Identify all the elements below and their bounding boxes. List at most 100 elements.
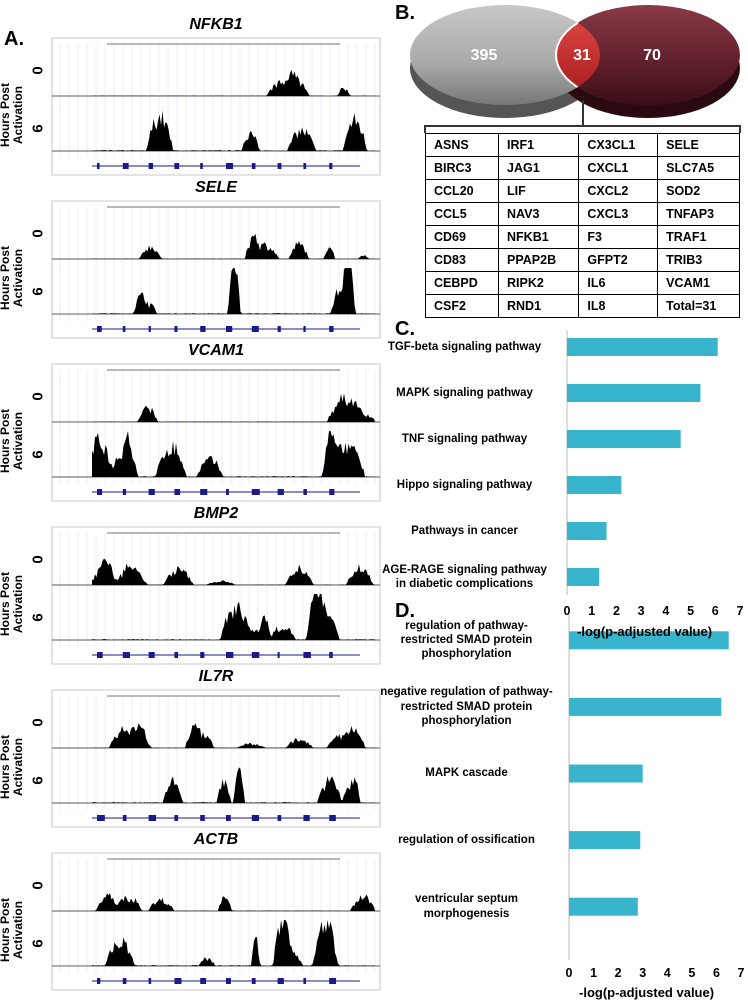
exon bbox=[277, 978, 284, 984]
category-label: ventricular septum morphogenesis bbox=[415, 893, 518, 920]
gene-cell: IRF1 bbox=[497, 133, 580, 157]
exon bbox=[174, 489, 181, 495]
bar bbox=[567, 430, 681, 448]
gene-cell: PPAP2B bbox=[497, 248, 580, 272]
gene-cell: ASNS bbox=[425, 133, 499, 157]
exon bbox=[251, 326, 259, 332]
gene-cell: Total=31 bbox=[657, 294, 740, 318]
venn-left-count: 395 bbox=[471, 47, 498, 64]
gene-table: ASNS IRF1 CX3CL1 SELE BIRC3 JAG1 CXCL1 SLC7A5 CC… bbox=[425, 133, 740, 318]
exon bbox=[251, 815, 260, 821]
venn-overlap-count: 31 bbox=[573, 47, 591, 64]
x-tick-label: 3 bbox=[639, 966, 647, 980]
gene-cell: CEBPD bbox=[425, 271, 499, 295]
category-label: MAPK cascade bbox=[425, 767, 508, 780]
exon bbox=[97, 163, 100, 169]
gene-cell: SLC7A5 bbox=[657, 156, 740, 180]
signal bbox=[92, 268, 375, 314]
signal bbox=[92, 431, 375, 477]
bar bbox=[569, 897, 638, 916]
gene-cell: CXCL2 bbox=[578, 179, 659, 203]
bar bbox=[569, 831, 641, 850]
exon bbox=[200, 815, 205, 821]
exon bbox=[122, 326, 126, 332]
track-box bbox=[51, 526, 381, 665]
track-axis-title: Hours Post Activation bbox=[0, 409, 25, 474]
gene-title: NFKB1 bbox=[189, 16, 243, 33]
exon bbox=[277, 326, 281, 332]
exon bbox=[97, 652, 103, 658]
table-row: BIRC3 JAG1 CXCL1 SLC7A5 bbox=[425, 156, 740, 180]
signal bbox=[92, 233, 375, 259]
bar bbox=[567, 476, 622, 494]
gene-cell: CXCL1 bbox=[578, 156, 659, 180]
exon bbox=[122, 978, 127, 984]
x-axis-title: -log(p-adjusted value) bbox=[579, 985, 715, 1000]
x-tick-label: 4 bbox=[662, 604, 670, 618]
time-label: 0 bbox=[29, 881, 47, 890]
bar bbox=[567, 522, 607, 540]
gene-cell: JAG1 bbox=[497, 156, 580, 180]
time-label: 0 bbox=[29, 392, 47, 401]
time-label: 6 bbox=[29, 450, 47, 459]
exon bbox=[226, 326, 233, 332]
x-tick-label: 0 bbox=[563, 604, 571, 618]
bar bbox=[569, 697, 722, 716]
category-label: negative regulation of pathway-restricte… bbox=[380, 686, 553, 728]
exon bbox=[200, 326, 206, 332]
exon bbox=[303, 163, 307, 169]
exon bbox=[226, 815, 231, 821]
category-label: AGE-RAGE signaling pathway in diabetic c… bbox=[382, 563, 547, 590]
x-tick-label: 6 bbox=[711, 604, 719, 618]
track-box bbox=[51, 852, 381, 991]
gene-title: VCAM1 bbox=[187, 342, 244, 359]
exon bbox=[174, 326, 178, 332]
track-axis-title: Hours Post Activation bbox=[0, 735, 25, 800]
exon bbox=[226, 489, 229, 495]
gene-cell: CD83 bbox=[425, 248, 499, 272]
track-box bbox=[51, 363, 381, 502]
exon bbox=[303, 326, 306, 332]
table-row: CCL5 NAV3 CXCL3 TNFAP3 bbox=[425, 202, 740, 226]
signal bbox=[92, 893, 375, 911]
exon bbox=[200, 489, 208, 495]
gene-title: ACTB bbox=[193, 831, 239, 848]
x-tick-label: 5 bbox=[688, 966, 696, 980]
gene-cell: IL6 bbox=[578, 271, 659, 295]
exon bbox=[277, 489, 284, 495]
time-label: 6 bbox=[29, 287, 47, 296]
exon bbox=[329, 652, 333, 658]
track-box bbox=[51, 37, 381, 176]
gene-title: BMP2 bbox=[193, 505, 239, 522]
exon bbox=[148, 326, 151, 332]
gene-title: SELE bbox=[195, 179, 237, 196]
gene-cell: VCAM1 bbox=[657, 271, 740, 295]
x-tick-label: 3 bbox=[637, 604, 645, 618]
time-label: 6 bbox=[29, 939, 47, 948]
bar bbox=[569, 764, 643, 783]
gene-cell: GFPT2 bbox=[578, 248, 659, 272]
signal bbox=[92, 110, 375, 151]
category-label: Pathways in cancer bbox=[411, 524, 518, 537]
x-tick-label: 1 bbox=[590, 966, 598, 980]
exon bbox=[277, 163, 282, 169]
exon bbox=[251, 978, 256, 984]
gene-cell: TRIB3 bbox=[657, 248, 740, 272]
venn-right bbox=[556, 5, 740, 105]
venn-left bbox=[410, 5, 600, 105]
gene-cell: SOD2 bbox=[657, 179, 740, 203]
exon bbox=[303, 815, 310, 821]
exon bbox=[251, 489, 260, 495]
exon bbox=[174, 163, 180, 169]
track-axis-title: Hours Post Activation bbox=[0, 572, 25, 637]
x-tick-label: 2 bbox=[614, 966, 622, 980]
exon bbox=[226, 652, 234, 658]
gene-cell: CCL20 bbox=[425, 179, 499, 203]
track-axis-title: Hours Post Activation bbox=[0, 246, 25, 311]
category-label: TNF signaling pathway bbox=[401, 432, 528, 445]
x-tick-label: 7 bbox=[736, 604, 744, 618]
x-tick-label: 7 bbox=[737, 966, 745, 980]
signal bbox=[92, 393, 375, 422]
